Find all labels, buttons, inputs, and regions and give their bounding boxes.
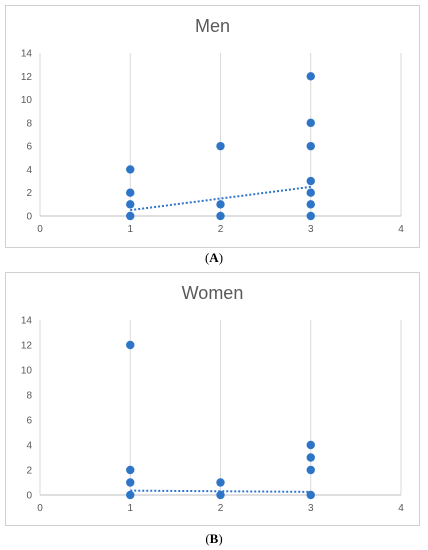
x-tick-label: 0 bbox=[37, 224, 43, 235]
y-tick-label: 4 bbox=[26, 441, 32, 452]
data-point bbox=[306, 465, 315, 475]
data-point bbox=[306, 490, 315, 500]
data-point bbox=[126, 490, 135, 500]
y-tick-label: 14 bbox=[21, 49, 33, 60]
y-tick-label: 12 bbox=[21, 341, 33, 352]
x-tick-label: 0 bbox=[37, 503, 43, 514]
data-point bbox=[306, 118, 315, 128]
x-tick-label: 3 bbox=[308, 224, 314, 235]
data-point bbox=[306, 440, 315, 450]
y-tick-label: 4 bbox=[26, 165, 32, 176]
chart-panel-b: Women 0 2 4 6 8 10 12 14 0 1 2 3 4 bbox=[5, 272, 420, 526]
y-tick-label: 10 bbox=[21, 366, 33, 377]
x-tick-label: 1 bbox=[127, 503, 133, 514]
data-point bbox=[306, 453, 315, 462]
x-tick-label: 4 bbox=[398, 503, 404, 514]
y-tick-label: 12 bbox=[21, 72, 33, 83]
data-point bbox=[216, 200, 225, 209]
data-point bbox=[216, 490, 225, 500]
data-point bbox=[216, 211, 225, 221]
data-point bbox=[216, 478, 225, 487]
caption-label: B bbox=[209, 531, 219, 546]
data-point bbox=[306, 211, 315, 221]
y-tick-label: 2 bbox=[26, 466, 32, 477]
y-tick-label: 6 bbox=[26, 142, 32, 153]
y-tick-label: 8 bbox=[26, 118, 32, 129]
data-point bbox=[306, 72, 315, 81]
data-point bbox=[306, 141, 315, 151]
chart-title: Men bbox=[194, 16, 230, 36]
y-tick-label: 2 bbox=[26, 188, 32, 199]
data-point bbox=[126, 340, 135, 350]
y-tick-label: 0 bbox=[26, 212, 32, 223]
y-tick-label: 6 bbox=[26, 416, 32, 427]
x-tick-label: 1 bbox=[127, 224, 133, 235]
data-point bbox=[126, 165, 135, 174]
data-point bbox=[306, 176, 315, 186]
y-tick-label: 14 bbox=[21, 316, 33, 327]
data-point bbox=[126, 200, 135, 209]
panel-caption-b: (B) bbox=[205, 531, 223, 546]
data-point bbox=[126, 188, 135, 197]
panel-caption-a: (A) bbox=[204, 250, 224, 265]
x-tick-label: 4 bbox=[398, 224, 404, 235]
y-tick-label: 10 bbox=[21, 95, 33, 106]
data-point bbox=[216, 141, 225, 151]
x-tick-label: 2 bbox=[218, 503, 224, 514]
data-point bbox=[126, 478, 135, 487]
x-tick-label: 2 bbox=[218, 224, 224, 235]
y-tick-label: 0 bbox=[26, 491, 32, 502]
data-point bbox=[306, 188, 315, 197]
data-point bbox=[126, 211, 135, 221]
data-point bbox=[126, 465, 135, 475]
x-tick-label: 3 bbox=[308, 503, 314, 514]
caption-label: A bbox=[209, 250, 219, 265]
y-tick-label: 8 bbox=[26, 391, 32, 402]
data-point bbox=[306, 200, 315, 209]
chart-panel-a: Men 0 2 4 6 8 10 12 14 0 1 2 3 4 bbox=[5, 5, 420, 248]
chart-title: Women bbox=[181, 283, 244, 303]
